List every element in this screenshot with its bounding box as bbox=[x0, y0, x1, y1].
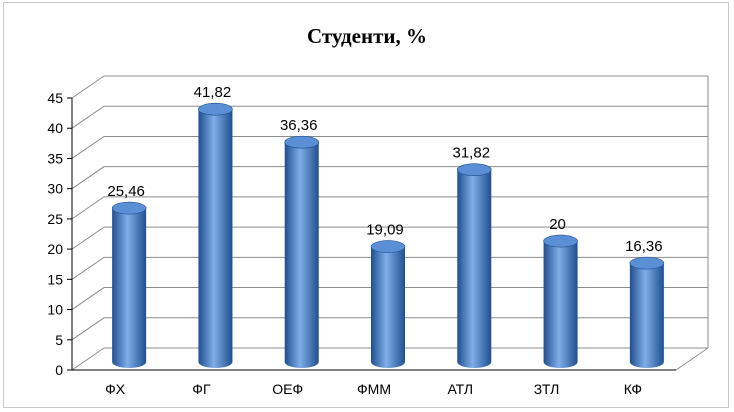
y-tick-label: 5 bbox=[55, 332, 63, 348]
y-tick-label: 30 bbox=[47, 181, 63, 197]
data-label: 41,82 bbox=[194, 84, 232, 101]
bar-body bbox=[457, 169, 492, 368]
y-tick-label: 20 bbox=[47, 241, 63, 257]
data-label: 25,46 bbox=[107, 183, 145, 200]
bar-top bbox=[111, 201, 147, 215]
data-label: 20 bbox=[549, 216, 566, 233]
bar-top bbox=[284, 135, 320, 149]
bar-body bbox=[543, 241, 578, 368]
gridline bbox=[71, 347, 708, 371]
grid-layer bbox=[71, 75, 709, 371]
bar-top bbox=[456, 163, 492, 176]
data-label: 19,09 bbox=[366, 222, 404, 239]
bar-body bbox=[629, 263, 664, 368]
y-tick-label: 0 bbox=[55, 362, 63, 378]
bar-body bbox=[198, 109, 233, 368]
bar-top bbox=[198, 102, 233, 116]
gridline bbox=[71, 105, 708, 129]
gridline bbox=[71, 166, 708, 190]
gridline bbox=[71, 287, 708, 310]
bar-body bbox=[112, 208, 147, 368]
floor-edge bbox=[675, 347, 709, 371]
gridline bbox=[71, 75, 708, 99]
bar-top bbox=[370, 240, 406, 253]
gridline bbox=[71, 317, 708, 341]
category-label: КФ bbox=[624, 381, 642, 397]
gridline bbox=[71, 256, 708, 280]
chart-title: Студенти, % bbox=[306, 24, 428, 48]
bar bbox=[456, 163, 492, 368]
bar-top bbox=[629, 256, 665, 270]
gridline bbox=[71, 226, 708, 250]
category-label: ОЕФ bbox=[272, 381, 303, 397]
bar bbox=[629, 256, 665, 368]
category-label: АТЛ bbox=[447, 381, 473, 397]
bar bbox=[198, 102, 233, 368]
bar-body bbox=[371, 246, 405, 368]
gridline bbox=[71, 135, 708, 159]
bar bbox=[370, 240, 406, 368]
data-label: 36,36 bbox=[280, 117, 318, 134]
bar bbox=[543, 234, 578, 368]
category-label: ЗТЛ bbox=[534, 381, 560, 397]
y-tick-label: 10 bbox=[47, 302, 63, 318]
bar-layer bbox=[111, 102, 665, 368]
label-layer: 25,46 ФХ 41,82 ФГ 36,36 ОЕФ 19,09 ФММ 31,82 АТЛ 20… bbox=[105, 84, 662, 397]
bar bbox=[284, 135, 320, 368]
bar bbox=[111, 201, 147, 368]
axis-layer: 0 5 10 15 20 25 30 35 40 45 bbox=[47, 90, 676, 378]
data-label: 16,36 bbox=[625, 238, 663, 255]
y-tick-label: 25 bbox=[47, 211, 63, 227]
gridline bbox=[71, 196, 708, 220]
category-label: ФММ bbox=[357, 381, 391, 397]
y-tick-label: 45 bbox=[47, 90, 63, 106]
y-tick-label: 40 bbox=[47, 120, 63, 136]
category-label: ФХ bbox=[105, 381, 126, 397]
category-label: ФГ bbox=[192, 381, 211, 397]
bar-top bbox=[543, 234, 578, 248]
y-tick-label: 35 bbox=[47, 150, 63, 166]
data-label: 31,82 bbox=[453, 145, 491, 162]
y-tick-label: 15 bbox=[47, 271, 63, 287]
bar-body bbox=[284, 142, 319, 368]
